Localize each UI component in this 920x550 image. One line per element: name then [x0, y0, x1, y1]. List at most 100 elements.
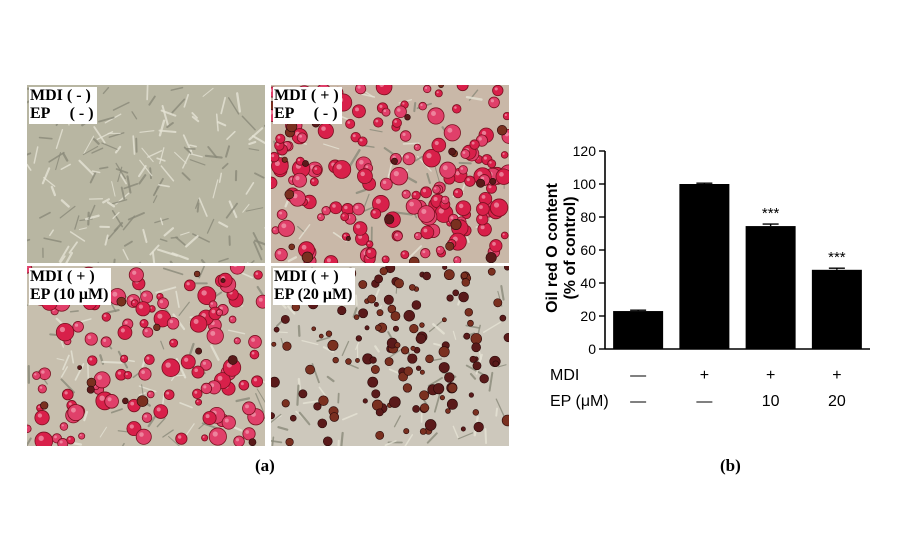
lipid-highlight [415, 145, 418, 148]
lipid-highlight [212, 431, 218, 437]
cell-fibroblast [287, 256, 298, 263]
lipid-highlight [402, 252, 405, 255]
lipid-highlight [383, 109, 387, 113]
cell-fibroblast [323, 143, 340, 150]
lipid-droplet [399, 130, 412, 142]
lipid-droplet [432, 185, 441, 194]
cell-fibroblast [469, 372, 477, 380]
cell-fibroblast [196, 202, 200, 213]
cell-fibroblast [162, 267, 184, 276]
dark-stained-cell [460, 426, 466, 432]
lipid-droplet [434, 89, 443, 98]
cell-fibroblast [298, 411, 311, 426]
dark-stained-cell [394, 342, 401, 349]
dark-stained-cell [282, 341, 292, 351]
lipid-droplet [357, 168, 373, 185]
lipid-highlight [253, 378, 258, 382]
cell-fibroblast [152, 195, 158, 204]
dark-stained-cell [415, 365, 422, 371]
lipid-highlight [125, 372, 128, 376]
lipid-droplet [166, 317, 180, 330]
cell-fibroblast [432, 323, 445, 335]
cell-fibroblast [202, 87, 214, 97]
dark-stained-cell [407, 353, 418, 364]
cell-fibroblast [414, 155, 423, 162]
cell-fibroblast [139, 159, 153, 177]
cell-fibroblast [254, 172, 265, 179]
dark-stained-cell [438, 346, 450, 358]
lipid-droplet [381, 255, 390, 263]
lipid-highlight [129, 297, 134, 301]
lipid-highlight [423, 228, 428, 233]
cell-fibroblast [170, 86, 184, 91]
lipid-highlight [460, 167, 464, 170]
lipid-highlight [186, 282, 190, 286]
cell-fibroblast [159, 238, 168, 242]
cell-fibroblast [78, 159, 95, 176]
lipid-highlight [455, 190, 459, 194]
dark-stained-cell [445, 241, 455, 251]
cell-fibroblast [62, 354, 70, 371]
dark-stained-cell [323, 436, 333, 446]
dark-stained-cell [448, 147, 456, 156]
lipid-highlight [367, 242, 370, 245]
dark-stained-cell [394, 278, 404, 289]
cell-fibroblast [241, 115, 256, 131]
lipid-droplet [242, 401, 256, 416]
lipid-droplet [393, 231, 403, 242]
lipid-droplet [431, 137, 447, 153]
cell-fibroblast [183, 94, 189, 108]
dark-stained-cell [460, 271, 468, 279]
dark-stained-cell [419, 322, 425, 328]
lipid-highlight [120, 328, 125, 333]
cell-fibroblast [189, 152, 203, 158]
row-label: MDI [550, 367, 579, 384]
cell-fibroblast [402, 142, 420, 145]
dark-stained-cell [496, 125, 508, 136]
dark-stained-cell [476, 178, 486, 188]
lipid-droplet [420, 186, 432, 199]
micrograph-label: MDI ( + ) EP (20 μM) [273, 268, 356, 305]
lipid-droplet [352, 221, 368, 236]
cell-fibroblast [78, 227, 87, 231]
dark-stained-cell [391, 157, 398, 165]
lipid-highlight [502, 233, 505, 236]
lipid-droplet [340, 212, 350, 222]
dark-stained-cell [384, 357, 394, 367]
lipid-droplet [381, 107, 391, 117]
lipid-highlight [318, 215, 321, 218]
lipid-droplet [117, 325, 133, 340]
lipid-droplet [453, 256, 462, 263]
cell-fibroblast [56, 358, 65, 361]
lipid-highlight [255, 272, 259, 275]
lipid-droplet [352, 202, 365, 216]
dark-stained-cell [273, 326, 280, 333]
dark-stained-cell [355, 335, 362, 342]
lipid-highlight [442, 197, 446, 201]
y-axis-label-line-1: Oil red O content [544, 182, 561, 312]
cell-fibroblast [27, 163, 32, 171]
lipid-highlight [54, 435, 57, 439]
lipid-highlight [455, 171, 460, 176]
lipid-highlight [230, 317, 233, 320]
lipid-droplet [490, 198, 509, 217]
cell-fibroblast [254, 239, 265, 246]
lipid-highlight [233, 266, 238, 268]
lipid-droplet [435, 245, 445, 255]
lipid-droplet [464, 175, 476, 187]
lipid-droplet [189, 315, 208, 333]
dark-stained-cell [419, 390, 430, 401]
lipid-highlight [217, 375, 223, 381]
cell-fibroblast [122, 215, 136, 231]
dark-stained-cell [444, 372, 455, 383]
cell-fibroblast [158, 119, 166, 137]
lipid-highlight [177, 435, 182, 439]
dark-stained-cell [271, 341, 277, 347]
cell-fibroblast [178, 301, 190, 316]
lipid-droplet [144, 354, 155, 365]
lipid-highlight [79, 434, 82, 437]
cell-fibroblast [242, 203, 250, 213]
dark-stained-cell [345, 358, 352, 365]
dark-stained-cell [362, 398, 368, 404]
cell-fibroblast [161, 105, 169, 127]
